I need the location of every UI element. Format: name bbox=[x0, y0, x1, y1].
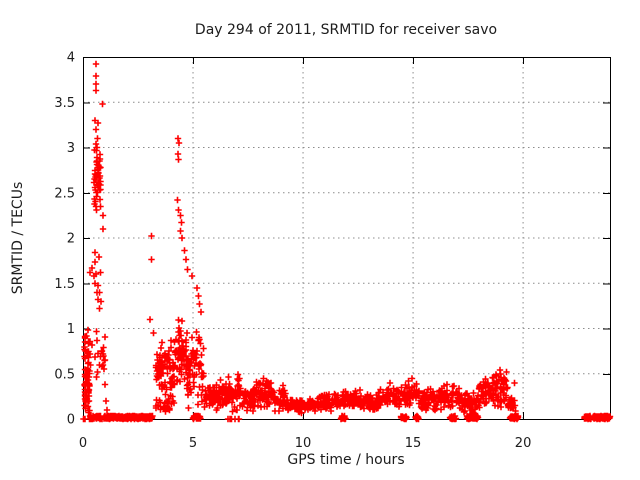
y-tick-label: 3 bbox=[67, 141, 75, 156]
y-tick-label: 4 bbox=[67, 51, 75, 66]
x-tick-label: 0 bbox=[79, 436, 87, 451]
x-tick-label: 20 bbox=[515, 436, 532, 451]
y-axis-label: SRMTID / TECUs bbox=[10, 182, 26, 295]
data-point-markers bbox=[80, 60, 614, 423]
chart-title: Day 294 of 2011, SRMTID for receiver sav… bbox=[195, 22, 497, 38]
x-axis-label: GPS time / hours bbox=[287, 452, 404, 468]
scatter-points bbox=[80, 60, 614, 423]
grid-lines bbox=[83, 57, 610, 419]
y-tick-label: 1 bbox=[67, 322, 75, 337]
x-tick-label: 10 bbox=[295, 436, 312, 451]
x-tick-label: 15 bbox=[405, 436, 422, 451]
tick-labels: 0 5 10 15 20 0 0.5 1 1.5 2 2.5 3 3.5 4 bbox=[54, 51, 531, 452]
y-tick-label: 0.5 bbox=[54, 367, 75, 382]
y-tick-label: 2 bbox=[67, 232, 75, 247]
axis-ticks bbox=[83, 57, 610, 420]
y-tick-label: 0 bbox=[67, 413, 75, 428]
x-tick-label: 5 bbox=[189, 436, 197, 451]
y-tick-label: 1.5 bbox=[54, 277, 75, 292]
y-tick-label: 2.5 bbox=[54, 186, 75, 201]
y-tick-label: 3.5 bbox=[54, 96, 75, 111]
